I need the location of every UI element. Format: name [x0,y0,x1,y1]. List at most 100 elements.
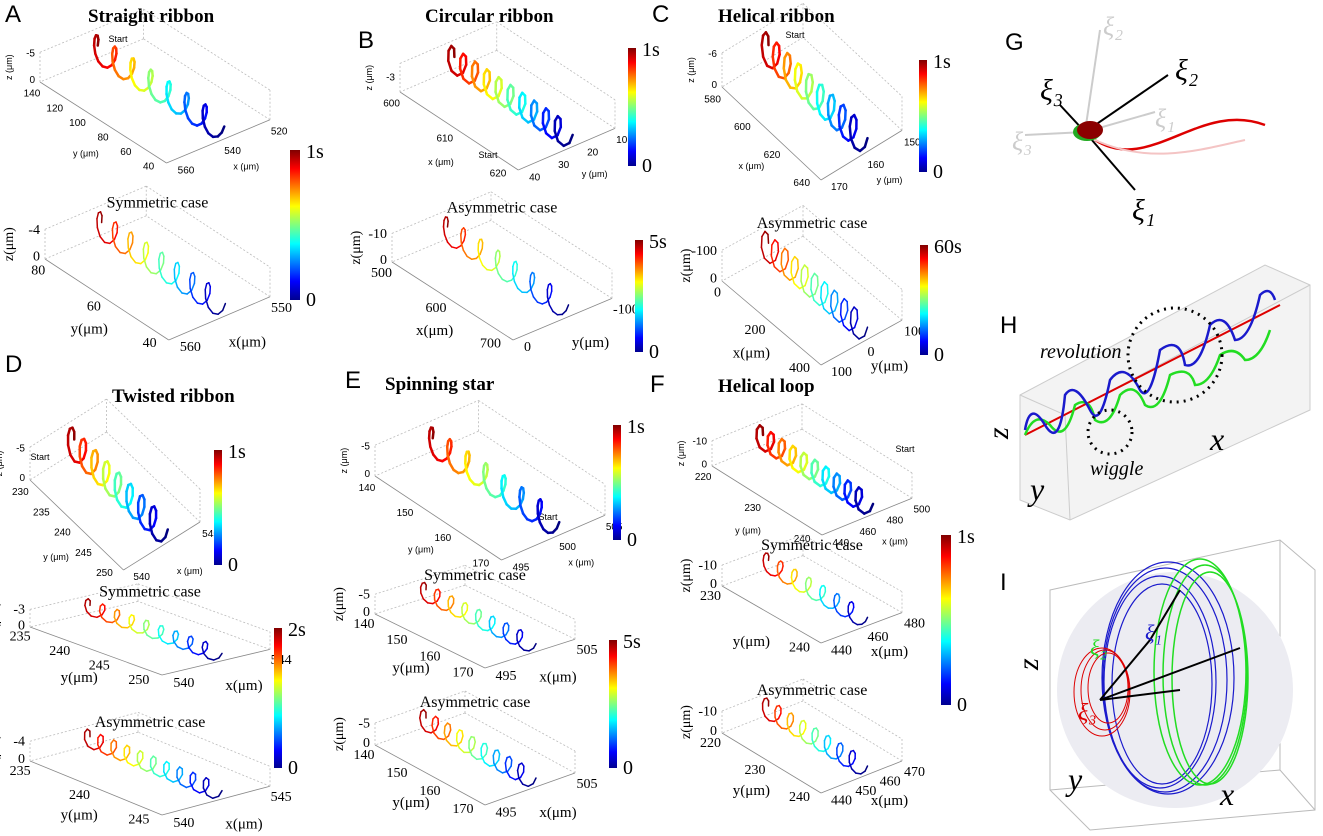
trajectory [840,751,842,756]
trajectory [481,744,483,749]
tick-label: 240 [49,644,70,659]
axis-label: z(μm) [332,717,347,751]
trajectory [778,243,779,252]
tick-label: 700 [480,336,501,351]
trajectory [502,489,504,498]
trajectory [857,310,858,319]
axis-label: z (μm) [339,448,349,474]
trajectory [179,775,182,781]
trajectory [506,639,510,643]
label: revolution [1040,341,1121,363]
tick-label: 140 [354,617,375,632]
trajectory [834,317,839,322]
trajectory [784,275,789,280]
trajectory [778,714,780,719]
trajectory [806,92,809,103]
caption: Asymmetric case [95,714,206,731]
trajectory [493,756,494,763]
trajectory [768,234,769,243]
trajectory [528,784,533,787]
colorbar-label: 5s [623,631,641,653]
trajectory [428,603,433,604]
tick-label: 560 [180,340,201,355]
trajectory [850,126,851,138]
label: wiggle [1090,458,1143,480]
trajectory [538,302,543,304]
colorbar-label: 5s [649,231,667,253]
trajectory [505,763,506,771]
trajectory [763,710,765,717]
trajectory [562,311,566,315]
colorbar-label: 0 [957,694,967,716]
box-edge [485,773,575,805]
trajectory [853,129,856,137]
trajectory [821,287,822,298]
tick-label: 440 [831,794,852,809]
trajectory [502,279,507,281]
trajectory [105,242,110,243]
trajectory [420,718,422,726]
trajectory [808,268,809,277]
subplot: -1005006007000-100z(μm)x(μm)y(μm)Asymmet… [349,192,639,355]
trajectory [472,755,477,759]
trajectory [779,452,782,461]
tick-label: 480 [887,516,904,527]
tick-label: -6 [708,49,717,60]
trajectory [432,719,433,725]
colorbar-label: 1s [627,416,645,438]
panel-letter: D [5,351,22,378]
trajectory [197,303,202,304]
trajectory [97,213,98,219]
trajectory [844,766,849,767]
trajectory [794,736,799,737]
trajectory [839,107,841,115]
panel-letter: H [1000,312,1017,339]
axis-label: y(μm) [71,322,108,338]
axis-label: y(μm) [733,783,770,799]
tick-label: 610 [436,134,453,145]
trajectory [778,572,780,578]
tick-label: 170 [453,802,474,817]
trajectory [207,795,213,798]
start-label: Start [538,512,558,522]
trajectory [831,758,836,759]
trajectory [420,712,421,718]
tick-label: -100 [613,303,639,318]
tick-label: 245 [75,548,92,559]
trajectory [773,47,774,57]
trajectory [801,270,802,281]
trajectory [772,240,775,245]
trajectory [493,751,495,756]
trajectory [436,724,439,730]
trajectory [768,445,771,454]
schematic-h: H revolution wiggle z x y [982,265,1310,520]
tick-label: 500 [371,266,392,281]
tick-label: 0 [19,473,25,484]
colorbar-label: 1s [306,141,324,163]
trajectory [851,307,854,312]
trajectory [442,610,447,611]
colorbar [919,60,927,172]
trajectory [68,445,70,455]
trajectory [834,600,835,606]
tick-label: 230 [745,763,766,778]
trajectory [483,265,487,269]
trajectory [520,505,523,513]
axis-label: y(μm) [61,807,98,823]
trajectory [1095,120,1265,150]
trajectory [465,463,466,472]
trajectory [166,283,171,284]
trajectory [102,610,105,615]
trajectory [112,223,113,229]
trajectory [158,630,159,636]
trajectory [499,754,500,760]
trajectory [205,284,206,290]
tick-label: 235 [10,764,31,779]
label: ξ₂ [1103,12,1123,41]
panel-letter: I [1000,569,1007,596]
tick-label: -3 [386,72,395,83]
tick-label: 500 [559,542,576,553]
panel-letter: G [1005,29,1024,56]
trajectory [518,288,522,292]
caption: Symmetric case [99,584,201,601]
